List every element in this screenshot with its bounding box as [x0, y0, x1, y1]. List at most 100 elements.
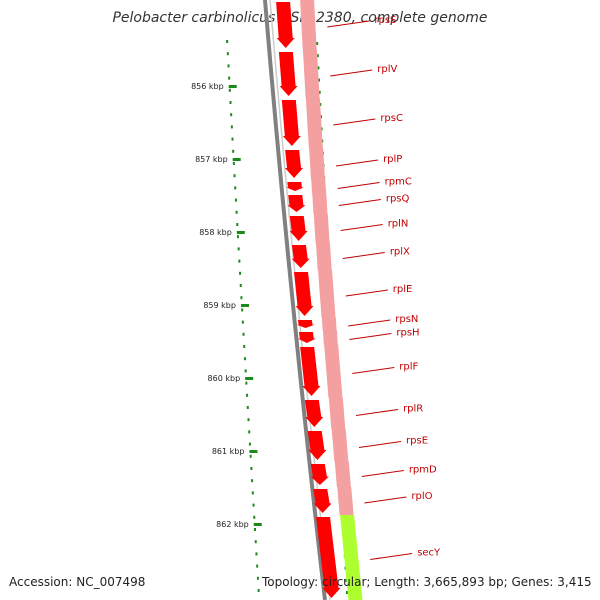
label-leader: [342, 252, 385, 259]
minor-tick: [240, 296, 243, 300]
minor-tick: [345, 591, 348, 594]
cds-track-segment: [300, 0, 317, 50]
minor-tick: [246, 406, 249, 409]
gene-arrow: [310, 464, 329, 485]
label-leader: [333, 118, 376, 126]
major-tick: [245, 377, 254, 380]
minor-tick: [254, 540, 257, 544]
minor-tick: [249, 454, 252, 458]
label-leader: [348, 319, 391, 327]
gene-arrow: [304, 400, 324, 427]
minor-tick: [253, 528, 256, 531]
minor-tick: [233, 174, 236, 178]
minor-tick: [251, 479, 254, 483]
gene-label: rplX: [390, 247, 410, 258]
label-leader: [361, 470, 404, 477]
gene-arrow: [316, 517, 341, 598]
minor-tick: [345, 578, 348, 582]
cds-track-segment: [318, 270, 336, 318]
minor-tick: [253, 515, 256, 519]
label-leader: [349, 333, 392, 340]
label-leader: [364, 496, 407, 504]
minor-tick: [236, 223, 239, 226]
gene-arrow: [313, 489, 332, 513]
cds-track-segment: [340, 515, 363, 600]
minor-tick: [226, 40, 229, 43]
tick-label: 857 kbp: [195, 155, 228, 164]
gene-label: rplO: [411, 491, 432, 502]
minor-tick: [316, 42, 319, 45]
minor-tick: [243, 345, 246, 348]
minor-tick: [319, 103, 322, 106]
major-tick: [253, 523, 262, 526]
minor-tick: [232, 149, 235, 153]
minor-tick: [241, 320, 244, 324]
cds-track-segment: [312, 193, 328, 214]
minor-tick: [246, 393, 249, 397]
minor-tick: [318, 90, 321, 94]
minor-tick: [230, 125, 233, 129]
gene-label: rpsC: [380, 113, 403, 124]
minor-tick: [256, 564, 259, 568]
minor-tick: [231, 137, 234, 141]
cds-track-segment: [331, 429, 349, 462]
cds-track-segment: [302, 50, 320, 98]
cds-track-segment: [321, 318, 337, 330]
backbone-line: [263, 0, 327, 600]
minor-tick: [239, 271, 242, 275]
gene-label: rpsE: [406, 436, 428, 447]
cds-track-segment: [337, 487, 354, 515]
minor-tick: [237, 247, 240, 251]
minor-tick: [255, 552, 258, 556]
gene-arrow: [287, 195, 306, 212]
gene-arrow: [278, 52, 298, 96]
minor-tick: [230, 113, 233, 117]
tick-label: 860 kbp: [208, 374, 241, 383]
map-title: Pelobacter carbinolicus DSM 2380, comple…: [112, 10, 488, 26]
minor-tick: [241, 308, 244, 312]
minor-tick: [251, 491, 254, 495]
gene-arrow: [285, 150, 304, 178]
major-tick: [236, 231, 245, 234]
tick-layer: 856 kbp 857 kbp 858 kbp 859 kbp 860 kbp 861 k…: [191, 40, 348, 594]
minor-tick: [229, 101, 232, 104]
minor-tick: [318, 78, 321, 82]
cds-track-segment: [322, 330, 338, 345]
gene-arrow: [294, 272, 314, 316]
minor-tick: [228, 76, 231, 80]
gene-label: rpmC: [385, 177, 412, 188]
gene-arrow: [281, 100, 301, 146]
gene-label: rplF: [399, 362, 418, 373]
cds-track-segment: [324, 345, 343, 398]
minor-tick: [317, 66, 320, 70]
minor-tick: [232, 162, 235, 165]
accession-text: Accession: NC_007498: [9, 575, 146, 589]
cds-track-segment: [328, 398, 346, 429]
gene-label: rplE: [393, 284, 413, 295]
gene-arrow: [297, 332, 316, 343]
minor-tick: [257, 589, 260, 592]
minor-tick: [243, 357, 246, 361]
gene-label: rplP: [383, 154, 402, 165]
major-tick: [228, 85, 237, 88]
cds-track-segment: [309, 148, 326, 180]
minor-tick: [235, 210, 238, 214]
gene-label: secY: [417, 548, 441, 559]
gene-arrow: [300, 347, 321, 396]
gene-arrow: [291, 245, 310, 268]
cds-track-segment: [334, 462, 351, 487]
cds-track-segment: [313, 214, 330, 243]
gene-arrow: [289, 216, 308, 241]
minor-tick: [234, 198, 237, 202]
label-leader: [355, 409, 399, 416]
gene-label: rpsH: [396, 328, 419, 339]
gene-label: rpsS: [374, 15, 396, 26]
label-leader: [340, 224, 383, 231]
tick-label: 861 kbp: [212, 447, 245, 456]
label-leader: [345, 289, 388, 297]
topology-text: Topology: circular; Length: 3,665,893 bp…: [262, 575, 592, 589]
minor-tick: [248, 430, 251, 434]
gene-arrow: [296, 320, 315, 328]
minor-tick: [247, 418, 250, 422]
